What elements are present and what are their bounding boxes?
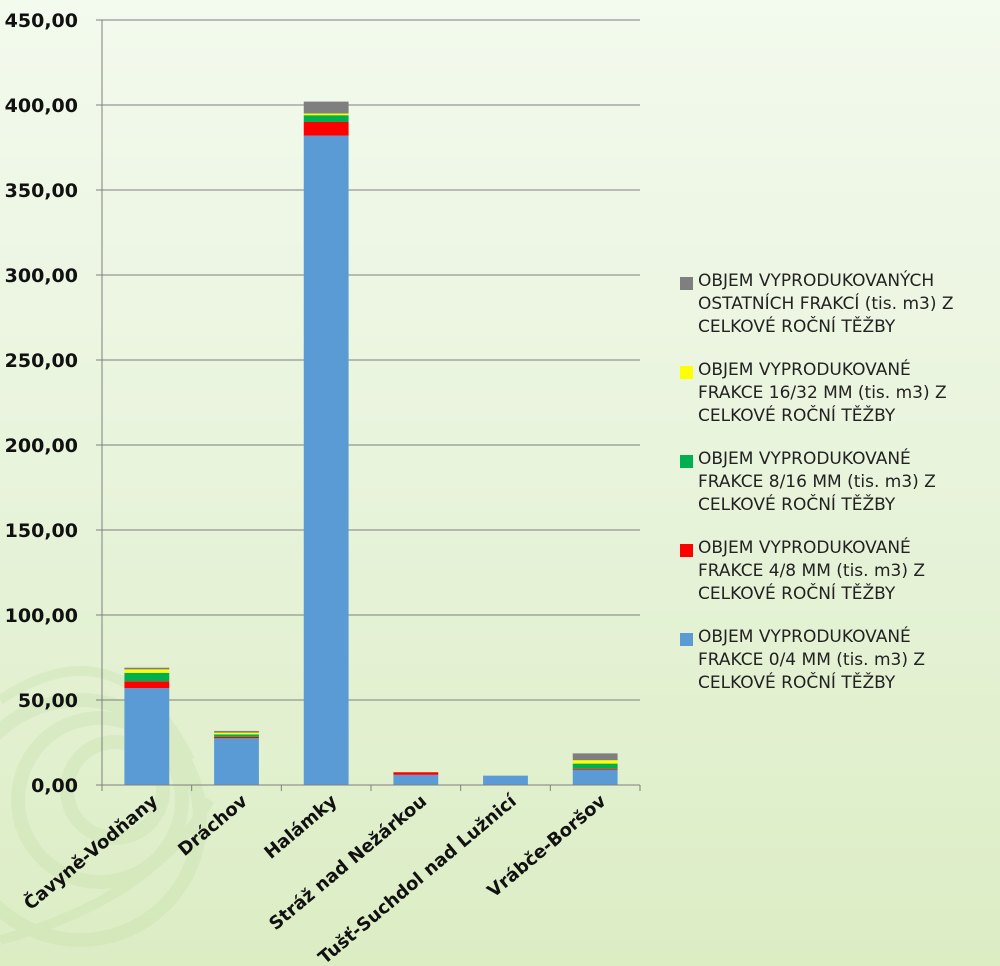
legend-item: OBJEM VYPRODUKOVANÉ FRAKCE 8/16 MM (tis.…: [680, 448, 998, 517]
gridlines: [102, 19, 640, 701]
y-tick-label: 200,00: [5, 435, 78, 457]
y-tick-label: 350,00: [5, 180, 78, 202]
legend-swatch: [680, 633, 693, 646]
legend: OBJEM VYPRODUKOVANÝCH OSTATNÍCH FRAKCÍ (…: [680, 270, 998, 715]
bar-segment: [214, 730, 259, 733]
y-tick-label: 450,00: [5, 10, 78, 32]
legend-item: OBJEM VYPRODUKOVANÝCH OSTATNÍCH FRAKCÍ (…: [680, 270, 998, 339]
bar-segment: [572, 769, 618, 785]
bar-segment: [303, 101, 349, 114]
y-tick-label: 150,00: [5, 520, 78, 542]
bar-segment: [124, 669, 170, 673]
bar-segment: [214, 738, 259, 785]
legend-label: OBJEM VYPRODUKOVANÉ FRAKCE 4/8 MM (tis. …: [698, 538, 926, 604]
legend-swatch: [680, 366, 693, 379]
background-shell-watermark: [0, 665, 215, 947]
bar-segment: [572, 760, 618, 764]
y-tick-label: 100,00: [5, 605, 78, 627]
bar-segment: [303, 135, 349, 786]
y-axis-tick-labels: 0,00 50,00 100,00 150,00 200,00 250,00 300,00 3…: [5, 10, 78, 797]
legend-swatch: [680, 544, 693, 557]
bar-segment: [572, 753, 618, 761]
legend-item: OBJEM VYPRODUKOVANÉ FRAKCE 16/32 MM (tis…: [680, 359, 998, 428]
legend-item: OBJEM VYPRODUKOVANÉ FRAKCE 0/4 MM (tis. …: [680, 626, 998, 695]
y-tick-label: 400,00: [5, 95, 78, 117]
bar-segment: [303, 122, 349, 136]
bar-segment: [214, 732, 259, 735]
legend-label: OBJEM VYPRODUKOVANÝCH OSTATNÍCH FRAKCÍ (…: [698, 271, 954, 337]
bar-segment: [124, 672, 170, 682]
bar-segment: [572, 768, 618, 770]
bar-segment: [483, 775, 528, 785]
legend-label: OBJEM VYPRODUKOVANÉ FRAKCE 0/4 MM (tis. …: [698, 627, 926, 693]
bars: [124, 101, 618, 786]
bar-segment: [124, 688, 170, 785]
y-tick-label: 0,00: [31, 775, 78, 797]
bar-segment: [393, 774, 439, 785]
axes: [96, 19, 641, 791]
y-tick-label: 300,00: [5, 265, 78, 287]
legend-swatch: [680, 277, 693, 290]
x-tick-label: Stráž nad Nežárkou: [265, 791, 431, 935]
y-tick-label: 250,00: [5, 350, 78, 372]
x-tick-label: Halámky: [260, 791, 341, 864]
bar-segment: [124, 681, 170, 689]
bar-segment: [303, 113, 349, 116]
bar-segment: [303, 115, 349, 122]
legend-label: OBJEM VYPRODUKOVANÉ FRAKCE 8/16 MM (tis.…: [698, 449, 936, 515]
bar-segment: [214, 736, 259, 739]
bar-segment: [393, 772, 439, 775]
bar-segment: [124, 667, 170, 670]
bar-segment: [214, 734, 259, 737]
legend-label: OBJEM VYPRODUKOVANÉ FRAKCE 16/32 MM (tis…: [698, 360, 947, 426]
bar-segment: [572, 763, 618, 769]
legend-swatch: [680, 455, 693, 468]
y-tick-label: 50,00: [18, 690, 78, 712]
legend-item: OBJEM VYPRODUKOVANÉ FRAKCE 4/8 MM (tis. …: [680, 537, 998, 606]
